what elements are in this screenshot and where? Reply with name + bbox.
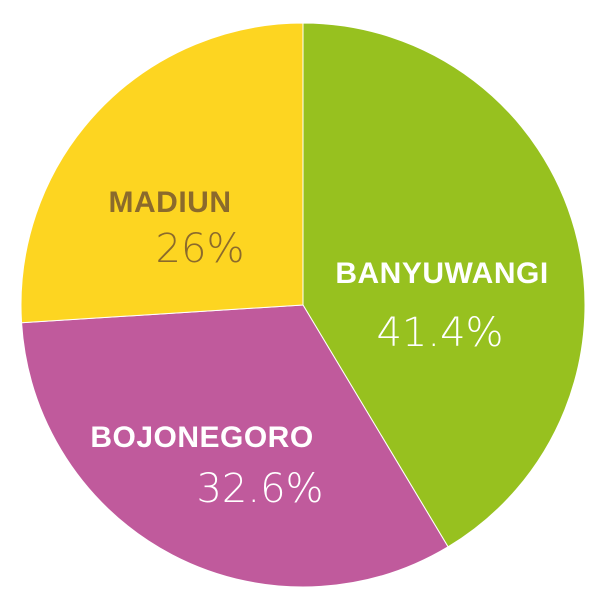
- pie-slice-madiun: [20, 22, 304, 324]
- pie-slice-banyuwangi: [302, 22, 586, 548]
- slice-value-madiun: 26%: [156, 226, 245, 272]
- pie-slices: [20, 22, 586, 588]
- pie-labels: BANYUWANGI 41.4% BOJONEGORO 32.6% MADIUN 26%: [90, 186, 548, 512]
- pie-slice-bojonegoro: [21, 304, 449, 588]
- slice-label-banyuwangi: BANYUWANGI: [335, 257, 548, 290]
- slice-value-bojonegoro: 32.6%: [196, 466, 323, 512]
- slice-label-bojonegoro: BOJONEGORO: [90, 421, 313, 454]
- slice-label-madiun: MADIUN: [109, 186, 232, 219]
- slice-value-banyuwangi: 41.4%: [376, 310, 503, 356]
